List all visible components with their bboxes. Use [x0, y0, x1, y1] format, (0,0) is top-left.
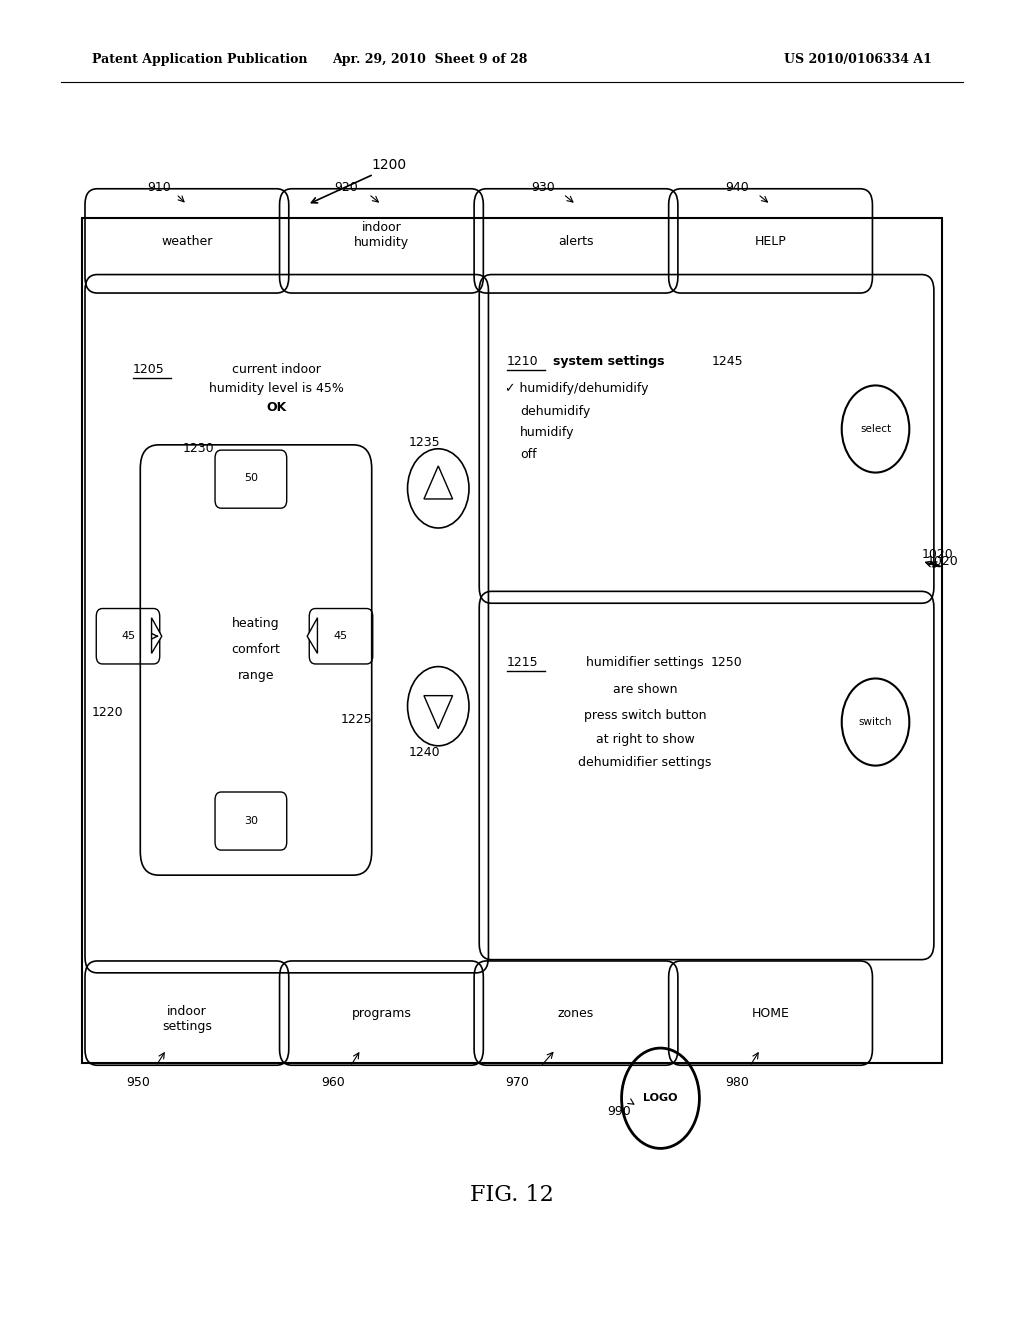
Text: 920: 920 [334, 181, 358, 194]
Text: zones: zones [558, 1007, 594, 1020]
Polygon shape [152, 618, 162, 653]
Text: humidifier settings: humidifier settings [587, 656, 703, 669]
Text: are shown: are shown [613, 682, 677, 696]
Text: indoor
settings: indoor settings [162, 1005, 212, 1034]
Polygon shape [424, 696, 453, 729]
Text: 910: 910 [146, 181, 171, 194]
Text: 30: 30 [244, 816, 258, 826]
Text: alerts: alerts [558, 235, 594, 248]
Text: 1205: 1205 [133, 363, 165, 376]
Text: weather: weather [161, 235, 213, 248]
Text: 1250: 1250 [711, 656, 743, 669]
Text: programs: programs [351, 1007, 412, 1020]
Text: 50: 50 [244, 473, 258, 483]
Text: 1020: 1020 [922, 548, 953, 561]
Text: ✓ humidify/dehumidify: ✓ humidify/dehumidify [505, 381, 648, 395]
Text: 1020: 1020 [927, 554, 958, 568]
Text: dehumidify: dehumidify [520, 405, 591, 418]
Text: 1230: 1230 [182, 442, 214, 455]
Text: current indoor: current indoor [232, 363, 321, 376]
Text: dehumidifier settings: dehumidifier settings [579, 756, 712, 770]
Text: 980: 980 [725, 1076, 750, 1089]
Text: 1210: 1210 [507, 355, 539, 368]
Text: comfort: comfort [231, 643, 281, 656]
Text: humidify: humidify [520, 426, 574, 440]
Text: 930: 930 [530, 181, 555, 194]
Text: 45: 45 [334, 631, 348, 642]
Text: 1240: 1240 [410, 746, 440, 759]
Text: 1220: 1220 [92, 706, 123, 719]
Text: US 2010/0106334 A1: US 2010/0106334 A1 [784, 53, 932, 66]
Polygon shape [424, 466, 453, 499]
Text: HOME: HOME [752, 1007, 790, 1020]
Text: 1225: 1225 [341, 713, 372, 726]
Text: Patent Application Publication: Patent Application Publication [92, 53, 307, 66]
Text: LOGO: LOGO [643, 1093, 678, 1104]
Text: humidity level is 45%: humidity level is 45% [209, 381, 344, 395]
Text: 950: 950 [126, 1076, 151, 1089]
Text: range: range [238, 669, 274, 682]
Text: 45: 45 [121, 631, 135, 642]
Text: off: off [520, 447, 537, 461]
Polygon shape [307, 618, 317, 653]
Text: select: select [860, 424, 891, 434]
Text: press switch button: press switch button [584, 709, 707, 722]
Text: 1215: 1215 [507, 656, 539, 669]
Text: HELP: HELP [755, 235, 786, 248]
Text: at right to show: at right to show [596, 733, 694, 746]
Text: switch: switch [859, 717, 892, 727]
Text: 1235: 1235 [410, 436, 440, 449]
Text: indoor
humidity: indoor humidity [354, 220, 409, 249]
Text: heating: heating [232, 616, 280, 630]
Text: system settings: system settings [553, 355, 665, 368]
Text: FIG. 12: FIG. 12 [470, 1184, 554, 1205]
Text: 940: 940 [725, 181, 750, 194]
Text: 1200: 1200 [372, 158, 407, 172]
Text: OK: OK [266, 401, 287, 414]
Text: Apr. 29, 2010  Sheet 9 of 28: Apr. 29, 2010 Sheet 9 of 28 [333, 53, 527, 66]
Text: 970: 970 [505, 1076, 529, 1089]
Text: 1245: 1245 [712, 355, 742, 368]
Text: 990: 990 [607, 1105, 632, 1118]
Text: 960: 960 [321, 1076, 345, 1089]
